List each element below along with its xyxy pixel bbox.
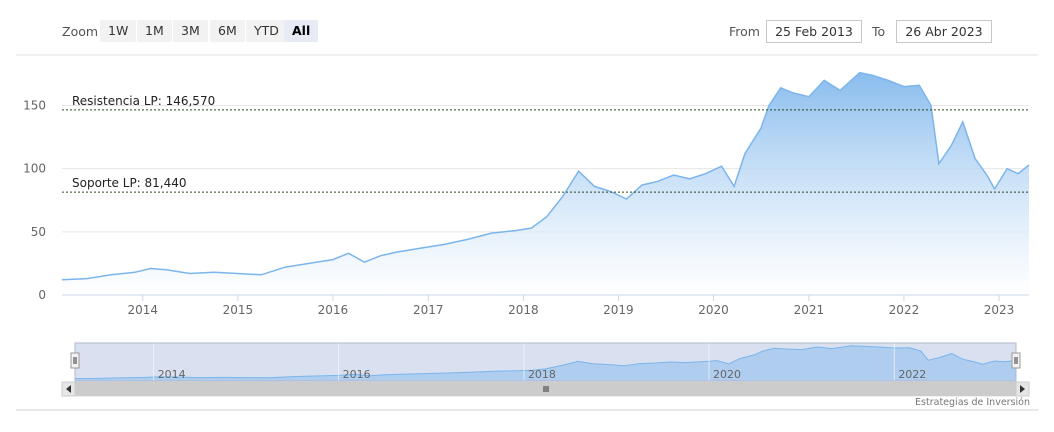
- y-tick-label: 0: [38, 288, 46, 302]
- x-tick-label: 2022: [889, 303, 920, 317]
- arrow-right-icon: [1020, 385, 1025, 393]
- zoom-6m-button[interactable]: 6M: [210, 20, 245, 42]
- from-date-input[interactable]: 25 Feb 2013: [766, 20, 862, 43]
- navigator-tick-label: 2022: [898, 368, 926, 381]
- x-tick-label: 2015: [223, 303, 254, 317]
- x-tick-label: 2016: [318, 303, 349, 317]
- x-tick-label: 2018: [508, 303, 539, 317]
- price-area-fill: [62, 72, 1029, 295]
- navigator-tick-label: 2014: [158, 368, 186, 381]
- x-tick-label: 2020: [698, 303, 729, 317]
- zoom-3m-button[interactable]: 3M: [173, 20, 208, 42]
- from-label: From: [729, 24, 760, 39]
- to-label: To: [872, 24, 886, 39]
- x-tick-label: 2017: [413, 303, 444, 317]
- support-label: Soporte LP: 81,440: [72, 176, 187, 190]
- navigator-series-line: [74, 345, 1017, 380]
- zoom-all-button[interactable]: All: [284, 20, 319, 42]
- arrow-left-icon: [66, 385, 71, 393]
- x-tick-label: 2014: [127, 303, 158, 317]
- y-tick-label: 100: [23, 162, 46, 176]
- credits-label: Estrategias de Inversión: [915, 397, 1030, 408]
- x-tick-label: 2021: [794, 303, 825, 317]
- navigator-area: [75, 345, 1016, 381]
- navigator-tick-label: 2020: [713, 368, 741, 381]
- zoom-1w-button[interactable]: 1W: [100, 20, 137, 42]
- resistance-label: Resistencia LP: 146,570: [72, 94, 215, 108]
- navigator-handle-left[interactable]: [70, 352, 80, 369]
- navigator-selection[interactable]: [75, 343, 1016, 381]
- navigator-tick-label: 2016: [343, 368, 371, 381]
- x-tick-label: 2019: [603, 303, 634, 317]
- to-date-input[interactable]: 26 Abr 2023: [896, 20, 992, 43]
- zoom-1m-button[interactable]: 1M: [137, 20, 172, 42]
- price-series-line: [61, 71, 1030, 281]
- y-tick-label: 150: [23, 99, 46, 113]
- x-tick-label: 2023: [984, 303, 1015, 317]
- y-tick-label: 50: [31, 225, 46, 239]
- navigator-handle-right[interactable]: [1011, 352, 1021, 369]
- navigator-tick-label: 2018: [528, 368, 556, 381]
- zoom-ytd-button[interactable]: YTD: [246, 20, 287, 42]
- zoom-label: Zoom: [62, 24, 99, 39]
